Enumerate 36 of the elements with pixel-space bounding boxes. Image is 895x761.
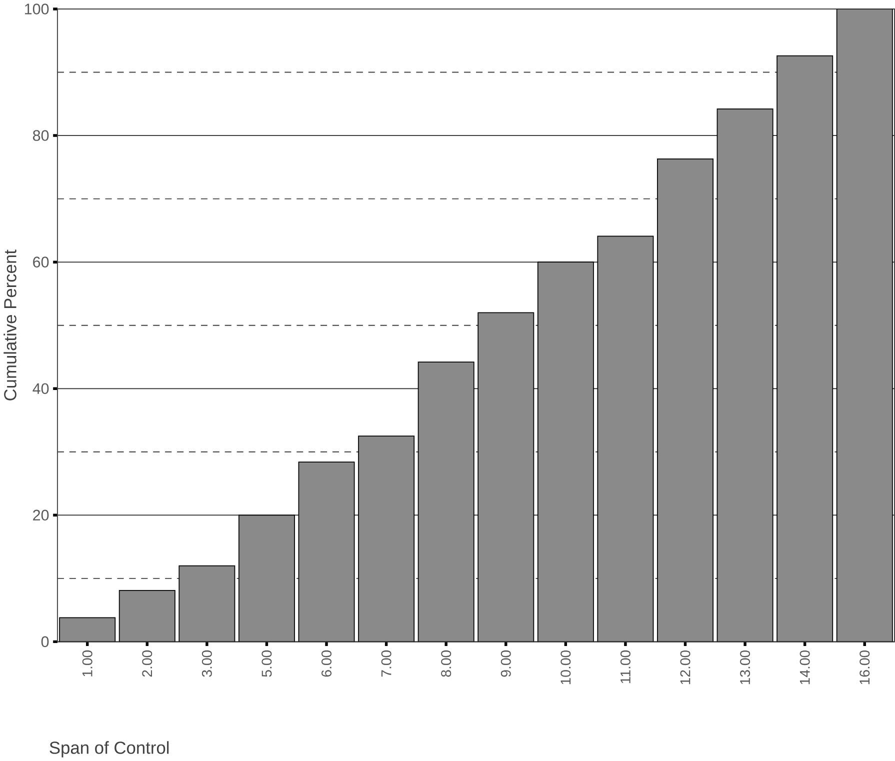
x-tick-label: 11.00 (620, 650, 630, 684)
x-tick-label: 3.00 (202, 650, 212, 677)
bar (298, 462, 354, 642)
x-tick-label: 8.00 (441, 650, 452, 677)
x-tick-label: 7.00 (381, 650, 392, 677)
x-tick-label: 16.00 (860, 650, 870, 684)
x-axis-title: Span of Control (50, 741, 169, 758)
x-tick-label: 12.00 (680, 650, 690, 684)
bar (538, 262, 594, 642)
x-tick-label: 2.00 (142, 650, 152, 677)
bar (777, 56, 833, 642)
bar (657, 158, 714, 642)
bar (478, 312, 534, 642)
x-tick-label: 9.00 (500, 650, 511, 677)
bar (119, 590, 175, 642)
x-tick-label: 5.00 (262, 650, 272, 677)
x-tick-label: 10.00 (560, 650, 571, 684)
bar (358, 436, 414, 642)
bar (238, 515, 295, 642)
y-tick-label: 100 (25, 4, 49, 14)
bar (418, 362, 474, 642)
x-tick-label: 13.00 (740, 650, 750, 684)
y-axis-title: Cumulative Percent (4, 250, 16, 400)
bar (60, 618, 116, 642)
bar (836, 9, 893, 642)
bar (179, 566, 235, 642)
x-tick-label: 14.00 (800, 650, 810, 684)
x-tick-label: 1.00 (82, 650, 92, 676)
y-tick-label: 80 (32, 130, 49, 141)
y-tick-label: 60 (33, 256, 49, 268)
y-tick-label: 20 (33, 510, 49, 521)
x-tick-label: 6.00 (322, 650, 332, 677)
y-tick-label: 0 (41, 636, 49, 648)
bar (598, 236, 654, 642)
y-tick-label: 40 (32, 383, 49, 394)
bar (717, 108, 773, 642)
